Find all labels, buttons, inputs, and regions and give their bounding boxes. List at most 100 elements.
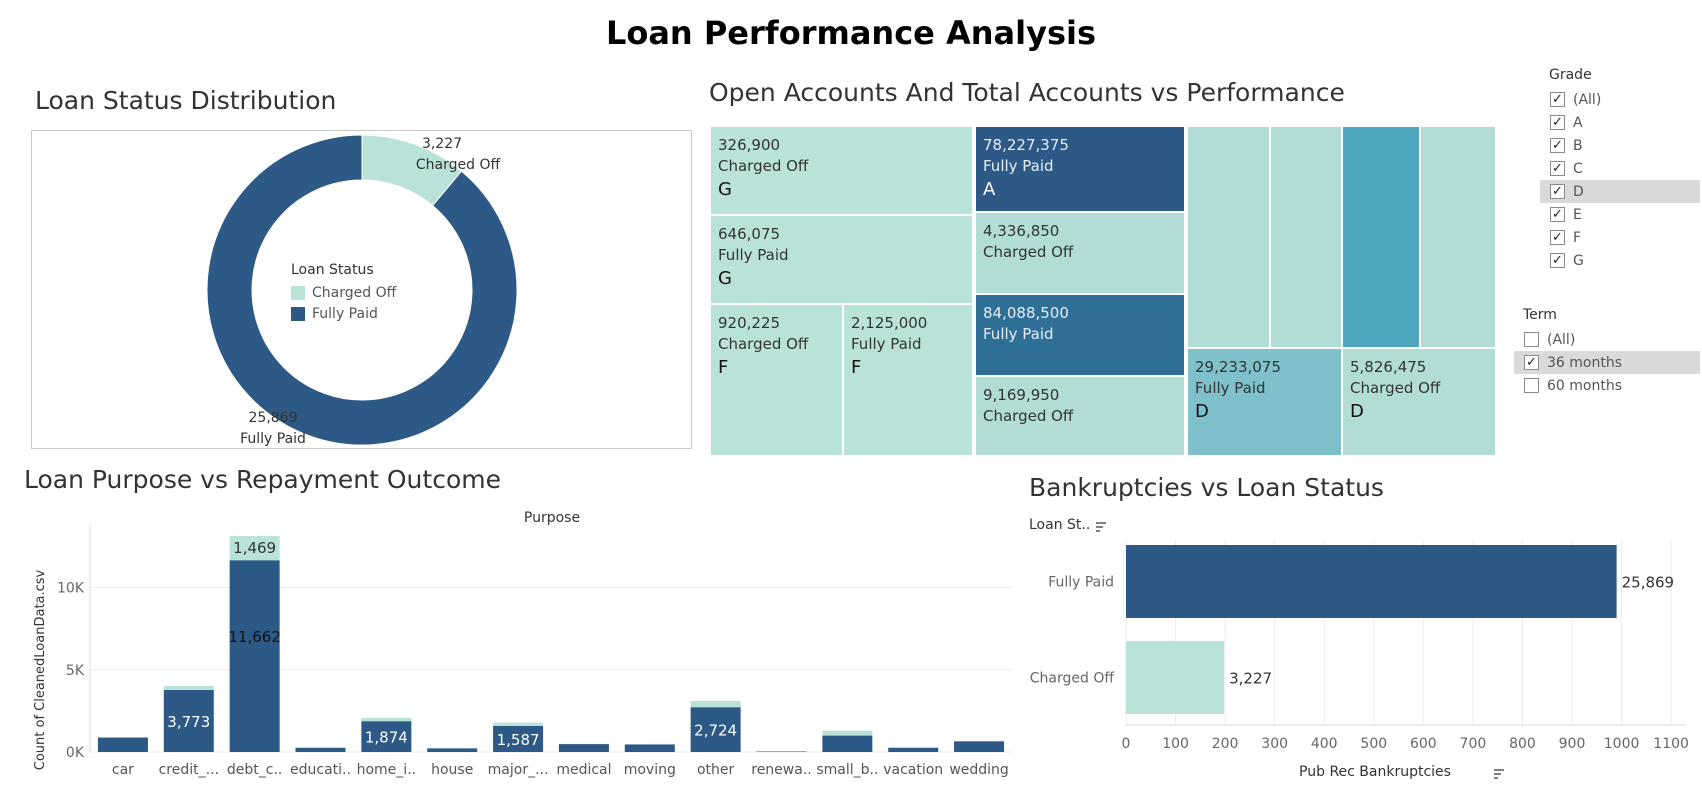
cell-value: 84,088,500 bbox=[983, 304, 1069, 322]
bar-charged-off[interactable] bbox=[1126, 641, 1225, 714]
treemap-cell[interactable] bbox=[1270, 126, 1342, 348]
option-label: E bbox=[1573, 206, 1582, 223]
x-tick-label: 300 bbox=[1261, 736, 1288, 752]
grade-option[interactable]: ✓ D bbox=[1540, 180, 1700, 203]
grade-option[interactable]: ✓ B bbox=[1540, 134, 1700, 157]
grade-option[interactable]: ✓ A bbox=[1540, 111, 1700, 134]
cell-value: 29,233,075 bbox=[1195, 358, 1281, 376]
purpose-chart: Purpose Count of CleanedLoanData.csv 0K 5K 1… bbox=[33, 510, 1012, 778]
x-tick-label: vacation bbox=[883, 762, 943, 778]
bar-charged-off[interactable] bbox=[493, 722, 544, 726]
option-label: F bbox=[1573, 229, 1582, 246]
grade-filter-title: Grade bbox=[1549, 67, 1592, 83]
checkbox[interactable]: ✓ bbox=[1550, 184, 1565, 199]
checkbox[interactable]: ✓ bbox=[1524, 355, 1539, 370]
treemap-cell[interactable]: 920,225 Charged Off F bbox=[710, 304, 843, 456]
cell-grade: D bbox=[1195, 401, 1209, 422]
cell-value: 78,227,375 bbox=[983, 136, 1069, 154]
cell-status: Charged Off bbox=[983, 407, 1074, 425]
grade-option[interactable]: ✓ F bbox=[1540, 226, 1700, 249]
treemap-cell[interactable]: 9,169,950 Charged Off bbox=[975, 376, 1185, 456]
bar-fully-paid[interactable] bbox=[888, 747, 939, 752]
term-option[interactable]: (All) bbox=[1514, 328, 1700, 351]
bar-fully-paid[interactable] bbox=[427, 748, 478, 752]
bar-fully-paid[interactable] bbox=[493, 725, 544, 752]
treemap-cell[interactable]: 84,088,500 Fully Paid bbox=[975, 294, 1185, 376]
bar-charged-off[interactable] bbox=[229, 536, 280, 561]
bar-fully-paid[interactable] bbox=[295, 747, 346, 752]
checkbox[interactable] bbox=[1524, 332, 1539, 347]
legend-title: Loan Status bbox=[291, 262, 374, 278]
x-axis-title: Purpose bbox=[524, 510, 580, 526]
term-filter: Term (All) ✓ 36 months 60 months bbox=[1514, 307, 1700, 397]
legend-label: Fully Paid bbox=[312, 305, 378, 322]
grade-option[interactable]: ✓ C bbox=[1540, 157, 1700, 180]
dashboard-title: Loan Performance Analysis bbox=[605, 14, 1097, 52]
bar-fully-paid[interactable] bbox=[361, 721, 412, 752]
treemap-cell[interactable]: 4,336,850 Charged Off bbox=[975, 212, 1185, 294]
checkbox[interactable]: ✓ bbox=[1550, 92, 1565, 107]
cell-grade: G bbox=[718, 179, 732, 200]
checkbox[interactable]: ✓ bbox=[1550, 230, 1565, 245]
treemap-cell[interactable]: 326,900 Charged Off G bbox=[710, 126, 973, 215]
x-tick-label: debt_c.. bbox=[227, 762, 282, 778]
checkbox[interactable]: ✓ bbox=[1550, 253, 1565, 268]
bar-fully-paid[interactable] bbox=[822, 735, 873, 752]
bar-charged-off[interactable] bbox=[822, 730, 873, 736]
x-tick-label: renewa.. bbox=[751, 762, 811, 778]
data-label: 25,869 bbox=[1622, 574, 1675, 592]
checkbox[interactable]: ✓ bbox=[1550, 115, 1565, 130]
treemap-cell[interactable]: 78,227,375 Fully Paid A bbox=[975, 126, 1185, 212]
bar-fully-paid[interactable] bbox=[954, 741, 1005, 752]
donut-slice-fully-paid[interactable] bbox=[206, 134, 518, 446]
treemap-cell[interactable]: 646,075 Fully Paid G bbox=[710, 215, 973, 304]
option-label: A bbox=[1573, 114, 1583, 131]
treemap-cell[interactable] bbox=[1187, 126, 1270, 348]
grade-option[interactable]: ✓ E bbox=[1540, 203, 1700, 226]
bar-fully-paid[interactable] bbox=[163, 689, 214, 752]
grade-option[interactable]: ✓ (All) bbox=[1540, 88, 1700, 111]
checkbox[interactable] bbox=[1524, 378, 1539, 393]
checkbox[interactable]: ✓ bbox=[1550, 161, 1565, 176]
sort-icon bbox=[1494, 769, 1504, 779]
treemap-cell[interactable]: 5,826,475 Charged Off D bbox=[1342, 348, 1496, 456]
x-tick-label: house bbox=[431, 762, 473, 778]
term-option[interactable]: 60 months bbox=[1514, 374, 1700, 397]
bar-charged-off[interactable] bbox=[690, 700, 741, 708]
bar-fully-paid[interactable] bbox=[558, 744, 609, 752]
checkbox[interactable]: ✓ bbox=[1550, 138, 1565, 153]
cell-status: Fully Paid bbox=[983, 157, 1054, 175]
bankruptcy-chart: Loan St.. 0 100 200 300 400 500 600 700 800 900 100… bbox=[1029, 517, 1689, 780]
legend-item-charged-off[interactable]: Charged Off bbox=[291, 282, 441, 303]
option-label: D bbox=[1573, 183, 1584, 200]
checkbox[interactable]: ✓ bbox=[1550, 207, 1565, 222]
treemap-cell[interactable]: 2,125,000 Fully Paid F bbox=[843, 304, 973, 456]
bar-fully-paid[interactable] bbox=[690, 707, 741, 752]
bar-fully-paid[interactable] bbox=[624, 744, 675, 752]
bar-fully-paid[interactable] bbox=[97, 737, 148, 752]
bar-fully-paid[interactable] bbox=[1126, 545, 1617, 618]
data-label: 11,662 bbox=[228, 628, 281, 646]
term-option[interactable]: ✓ 36 months bbox=[1514, 351, 1700, 374]
treemap-cell[interactable] bbox=[1342, 126, 1420, 348]
bar-fully-paid[interactable] bbox=[229, 560, 280, 752]
x-tick-label: 100 bbox=[1162, 736, 1189, 752]
grade-option[interactable]: ✓ G bbox=[1540, 249, 1700, 272]
cell-status: Fully Paid bbox=[851, 335, 922, 353]
y-axis-title: Count of CleanedLoanData.csv bbox=[33, 569, 48, 770]
x-tick-label: small_b.. bbox=[816, 762, 878, 778]
cell-status: Fully Paid bbox=[1195, 379, 1266, 397]
treemap-cell[interactable] bbox=[1420, 126, 1496, 348]
option-label: (All) bbox=[1547, 331, 1576, 348]
bar-charged-off[interactable] bbox=[361, 717, 412, 722]
treemap-cell[interactable]: 29,233,075 Fully Paid D bbox=[1187, 348, 1342, 456]
legend-item-fully-paid[interactable]: Fully Paid bbox=[291, 303, 441, 324]
x-tick-label: 1000 bbox=[1604, 736, 1640, 752]
data-label: 3,227 bbox=[1229, 670, 1272, 688]
cell-value: 9,169,950 bbox=[983, 386, 1060, 404]
x-tick-label: medical bbox=[556, 762, 611, 778]
term-options: (All) ✓ 36 months 60 months bbox=[1514, 328, 1700, 397]
x-tick-label: other bbox=[697, 762, 735, 778]
purpose-chart-title: Loan Purpose vs Repayment Outcome bbox=[24, 465, 501, 494]
bar-charged-off[interactable] bbox=[163, 686, 214, 690]
